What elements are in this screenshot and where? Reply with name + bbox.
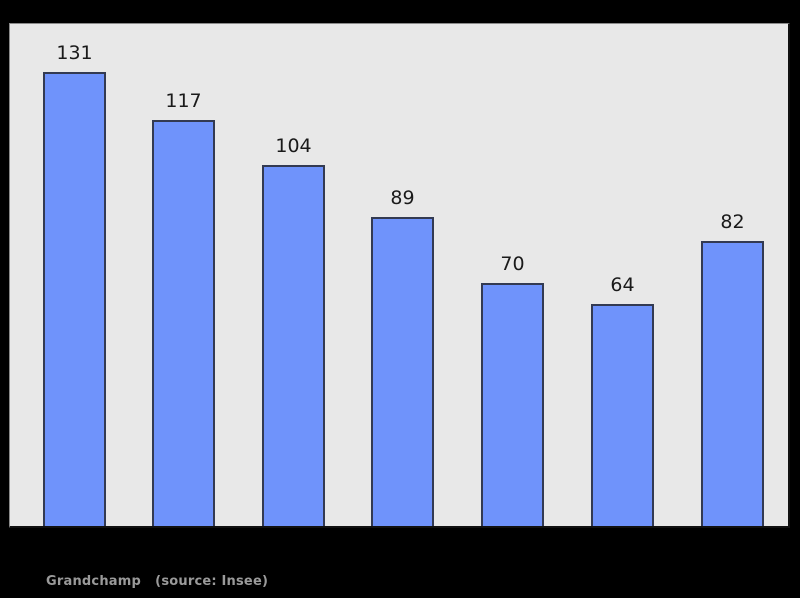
bar-rect[interactable] [371, 217, 434, 526]
bar-rect[interactable] [43, 72, 106, 526]
bar-rect[interactable] [152, 120, 215, 526]
bar-group: 89 [371, 183, 434, 526]
bar-rect[interactable] [591, 304, 654, 526]
bar-rect[interactable] [701, 241, 764, 526]
bar-group: 64 [591, 270, 654, 526]
bar-group: 104 [262, 131, 325, 526]
bar-value-label: 89 [390, 187, 415, 209]
bar-group: 82 [701, 207, 764, 526]
bar-group: 70 [481, 249, 544, 526]
chart-caption: Grandchamp (source: Insee) [46, 574, 269, 589]
bar-rect[interactable] [262, 165, 325, 526]
bar-rect[interactable] [481, 283, 544, 526]
bar-value-label: 117 [165, 90, 202, 112]
bar-value-label: 104 [275, 135, 312, 157]
bars-layer: 131 117 104 89 70 64 82 [10, 24, 788, 526]
bar-value-label: 131 [56, 42, 93, 64]
bar-group: 131 [43, 38, 106, 526]
plot-panel: 131 117 104 89 70 64 82 [9, 23, 790, 528]
bar-value-label: 64 [610, 274, 635, 296]
bar-value-label: 70 [500, 253, 525, 275]
bar-value-label: 82 [720, 211, 745, 233]
bar-group: 117 [152, 86, 215, 526]
